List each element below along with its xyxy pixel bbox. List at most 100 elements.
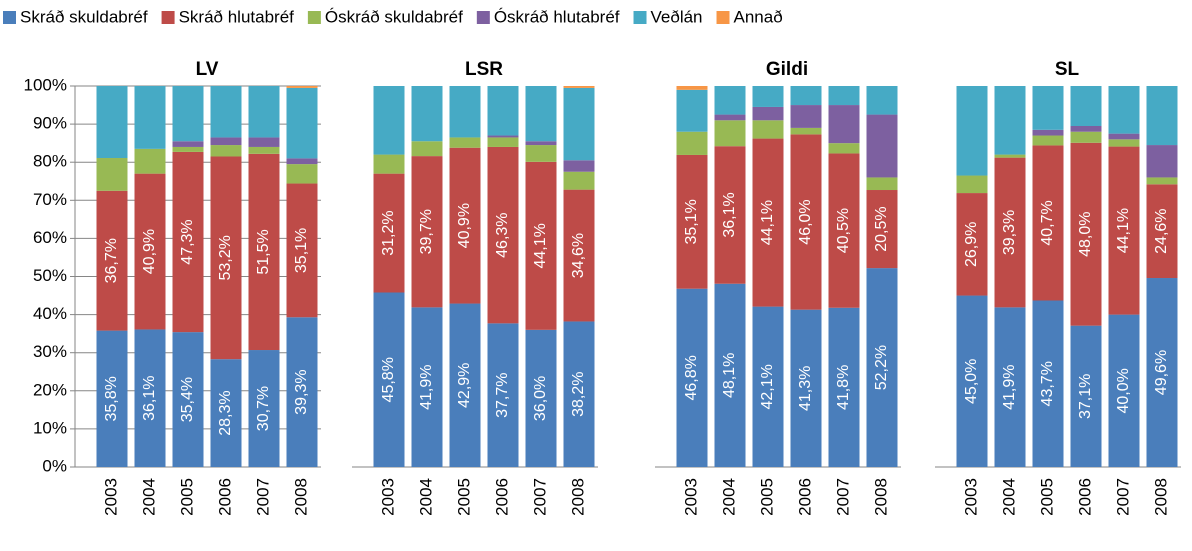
y-tick-label: 20% bbox=[33, 380, 67, 399]
value-label: 41,9% bbox=[418, 364, 435, 409]
value-label: 36,7% bbox=[103, 238, 120, 283]
value-label: 26,9% bbox=[963, 222, 980, 267]
value-label: 39,3% bbox=[293, 369, 310, 414]
bar-segment bbox=[134, 173, 166, 330]
x-tick-label: 2006 bbox=[1075, 478, 1094, 516]
bar-segment bbox=[956, 193, 988, 296]
bar-segment bbox=[1146, 184, 1178, 279]
bar-segment bbox=[790, 86, 822, 106]
bar-segment bbox=[1032, 135, 1064, 146]
bar-segment bbox=[676, 131, 708, 155]
bar-segment bbox=[286, 317, 318, 467]
value-label: 46,8% bbox=[683, 355, 700, 400]
x-tick-label: 2006 bbox=[492, 478, 511, 516]
y-tick-label: 60% bbox=[33, 228, 67, 247]
bar-segment bbox=[866, 114, 898, 178]
bar-segment bbox=[828, 143, 860, 154]
bar-segment bbox=[172, 151, 204, 333]
bar-segment bbox=[828, 105, 860, 144]
value-label: 44,1% bbox=[759, 200, 776, 245]
bar-segment bbox=[1070, 126, 1102, 132]
bar-segment bbox=[866, 86, 898, 115]
x-tick-label: 2004 bbox=[139, 478, 158, 516]
bar-segment bbox=[248, 86, 280, 138]
bar-segment bbox=[752, 306, 784, 467]
value-label: 34,6% bbox=[570, 233, 587, 278]
bar-segment bbox=[790, 127, 822, 135]
x-tick-label: 2008 bbox=[291, 478, 310, 516]
bar-segment bbox=[248, 350, 280, 467]
bar-segment bbox=[1070, 86, 1102, 127]
value-label: 49,6% bbox=[1153, 350, 1170, 395]
legend-label: Skráð skuldabréf bbox=[20, 7, 148, 26]
panel-title: LSR bbox=[465, 59, 503, 80]
value-label: 51,5% bbox=[255, 229, 272, 274]
bar-segment bbox=[752, 86, 784, 107]
bar-segment bbox=[373, 154, 405, 174]
bar-segment bbox=[487, 135, 519, 138]
legend-swatch bbox=[476, 11, 490, 24]
bar-segment bbox=[248, 146, 280, 154]
value-label: 35,8% bbox=[103, 376, 120, 421]
bar-segment bbox=[286, 87, 318, 159]
bar-segment bbox=[752, 138, 784, 307]
value-label: 24,6% bbox=[1153, 208, 1170, 253]
bar-segment bbox=[449, 303, 481, 467]
bar-segment bbox=[1070, 325, 1102, 467]
bar-segment bbox=[172, 146, 204, 152]
x-tick-label: 2005 bbox=[1037, 478, 1056, 516]
x-tick-label: 2008 bbox=[568, 478, 587, 516]
y-tick-label: 70% bbox=[33, 190, 67, 209]
value-label: 53,2% bbox=[217, 235, 234, 280]
legend-swatch bbox=[633, 11, 647, 24]
x-tick-label: 2007 bbox=[530, 478, 549, 516]
value-label: 35,1% bbox=[683, 199, 700, 244]
bar-segment bbox=[563, 321, 595, 467]
bar-segment bbox=[210, 156, 242, 360]
value-label: 44,1% bbox=[532, 223, 549, 268]
bar-segment bbox=[714, 86, 746, 115]
bar-segment bbox=[248, 137, 280, 147]
x-tick-label: 2007 bbox=[833, 478, 852, 516]
value-label: 36,1% bbox=[721, 192, 738, 237]
bar-segment bbox=[210, 359, 242, 467]
x-tick-label: 2006 bbox=[795, 478, 814, 516]
value-label: 37,7% bbox=[494, 372, 511, 417]
legend-swatch bbox=[716, 11, 730, 24]
bar-segment bbox=[714, 146, 746, 284]
bar-segment bbox=[487, 86, 519, 136]
legend-swatch bbox=[307, 11, 321, 24]
legend-label: Óskráð skuldabréf bbox=[325, 7, 463, 26]
value-label: 46,3% bbox=[494, 212, 511, 257]
value-label: 42,9% bbox=[456, 363, 473, 408]
bar-segment bbox=[752, 106, 784, 121]
bar-segment bbox=[1146, 177, 1178, 185]
bar-segment bbox=[1108, 139, 1140, 147]
value-label: 45,8% bbox=[380, 357, 397, 402]
x-tick-label: 2005 bbox=[177, 478, 196, 516]
value-label: 39,7% bbox=[418, 209, 435, 254]
bar-segment bbox=[134, 148, 166, 174]
value-label: 40,5% bbox=[835, 208, 852, 253]
bar-segment bbox=[286, 86, 318, 88]
y-tick-label: 50% bbox=[33, 266, 67, 285]
value-label: 40,7% bbox=[1039, 200, 1056, 245]
value-label: 41,8% bbox=[835, 365, 852, 410]
bar-segment bbox=[1032, 129, 1064, 136]
bar-segment bbox=[1032, 145, 1064, 301]
bar-segment bbox=[676, 288, 708, 467]
y-tick-label: 90% bbox=[33, 114, 67, 133]
value-label: 31,2% bbox=[380, 210, 397, 255]
x-tick-label: 2004 bbox=[719, 478, 738, 516]
bar-segment bbox=[956, 175, 988, 194]
value-label: 48,0% bbox=[1077, 212, 1094, 257]
x-tick-label: 2008 bbox=[871, 478, 890, 516]
bar-segment bbox=[487, 137, 519, 147]
bar-segment bbox=[1108, 314, 1140, 467]
value-label: 41,3% bbox=[797, 366, 814, 411]
bar-segment bbox=[286, 183, 318, 318]
bar-segment bbox=[96, 86, 128, 159]
x-tick-label: 2005 bbox=[757, 478, 776, 516]
bar-segment bbox=[525, 145, 557, 162]
bar-segment bbox=[1146, 86, 1178, 146]
